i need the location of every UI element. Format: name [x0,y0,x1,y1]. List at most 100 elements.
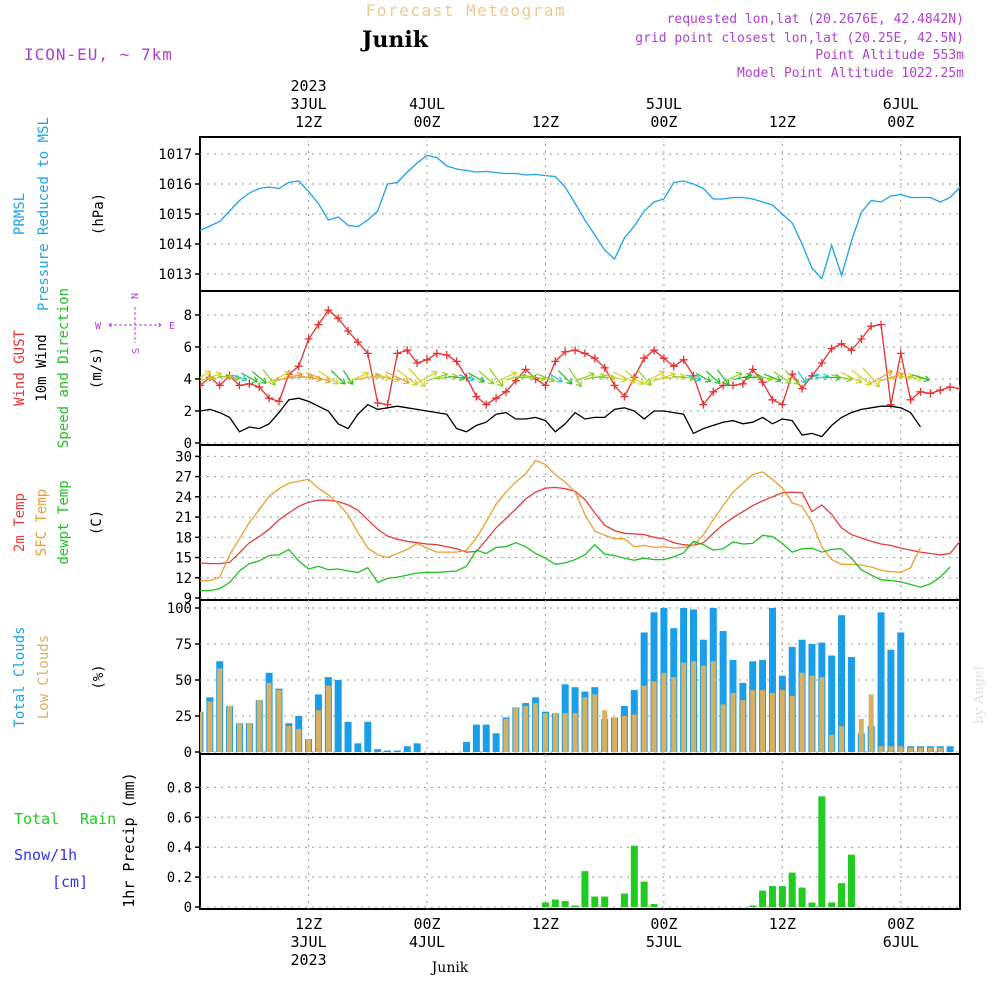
wind-arrow-shaft [624,369,644,385]
gust-marker [768,395,777,404]
panel-wind: 0 2 4 6 8 Wind GUST 10m Wind Speed and Directio… [12,288,961,452]
wind-arrow [643,370,665,384]
gust-marker [245,379,254,388]
low-cloud-bar [809,675,815,752]
wind-arrow [468,372,485,383]
gust-marker [492,394,501,403]
wind-arrow [231,374,248,382]
low-cloud-bar [750,690,756,752]
precip-bar [847,854,855,907]
wind-arrow [568,367,582,388]
gust-marker [363,349,372,358]
wind-arrow-shaft [317,370,339,385]
chart-title: Forecast Meteogram [366,1,566,20]
low-cloud-bar [200,711,203,752]
model-name: ICON-EU, ~ 7km [24,45,173,64]
wind-arrow [536,373,556,383]
panel-label: Total Clouds [12,626,28,727]
gust-marker [600,363,609,372]
wind-arrow [624,369,645,386]
panel-unit: (C) [89,510,105,535]
low-cloud-bar [602,710,608,752]
wind-arrow [851,369,872,386]
gust-marker [334,314,343,323]
gust-marker [640,354,649,363]
panel-label: Speed and Direction [56,288,72,448]
precip-bar [828,902,836,907]
total-cloud-bar [334,680,342,752]
gust-marker [896,349,905,358]
gust-marker [926,389,935,398]
low-cloud-bar [740,700,746,752]
wind-arrow-shaft [375,373,401,381]
wind-arrow [251,370,267,384]
gust-marker [265,394,274,403]
series-prmsl [200,154,960,280]
low-cloud-bar [691,661,697,752]
gust-marker [709,387,718,396]
top-time-label: 00Z [887,113,914,131]
gust-marker [215,381,224,390]
total-cloud-bar [492,733,500,752]
low-cloud-bar [829,734,835,752]
wind-arrow [685,374,702,382]
y-tick-label: 18 [175,530,192,546]
plot-area-temperature [200,459,960,592]
wind-arrow-head [556,376,563,383]
total-cloud-bar [966,746,973,752]
total-cloud-bar [897,632,905,752]
wind-arrow-head [658,370,665,377]
gust-marker [956,384,960,393]
wind-arrow-shaft [652,373,676,382]
low-cloud-bar [878,746,884,752]
wind-arrow-shaft [831,374,852,381]
wind-arrow-head [251,376,258,383]
gust-marker [541,381,550,390]
wind-arrow [636,369,652,386]
y-tick-label: 1017 [158,147,192,163]
y-tick-label: 12 [175,571,192,587]
wind-arrow-head [260,377,267,384]
y-tick-label: 0.2 [167,870,192,886]
gust-marker [936,386,945,395]
low-cloud-bar [819,677,825,752]
gust-marker [294,362,303,371]
gust-marker [255,383,264,391]
wind-arrow [862,367,881,388]
gust-marker [413,359,422,367]
wind-arrow [385,371,410,385]
low-cloud-bar [582,697,588,752]
gust-marker [886,400,895,409]
y-tick-label: 8 [184,308,192,324]
wind-arrow-shaft [548,372,563,383]
panel-frame-precip [199,753,961,910]
gust-marker [580,349,589,358]
top-time-label: 00Z [413,113,440,131]
precip-bar [541,902,549,907]
wind-arrow-shaft [878,372,904,382]
low-cloud-bar [789,695,795,752]
top-time-label: 12Z [769,113,796,131]
bottom-time-label: 00Z [413,915,440,933]
precip-bar [759,890,767,907]
gust-marker [817,359,826,367]
wind-arrow-shaft [716,369,730,386]
panel-label: Wind GUST [12,330,28,406]
wind-arrow-shaft [488,368,504,387]
wind-arrow-shaft [267,371,291,384]
wind-arrow-shaft [851,369,872,386]
y-tick-label: 1016 [158,177,192,193]
compass-rose [108,307,162,343]
wind-arrow [911,374,930,383]
bottom-time-label: 4JUL [409,933,445,951]
wind-arrow-shaft [557,370,573,385]
total-cloud-bar [838,615,846,752]
total-cloud-bar [946,746,954,752]
precip-bar [788,872,796,907]
gust-marker [432,349,441,358]
gust-marker [304,335,313,343]
top-time-label: 12Z [532,113,559,131]
panel-label: 10m Wind [34,334,50,401]
low-cloud-bar [671,677,677,752]
